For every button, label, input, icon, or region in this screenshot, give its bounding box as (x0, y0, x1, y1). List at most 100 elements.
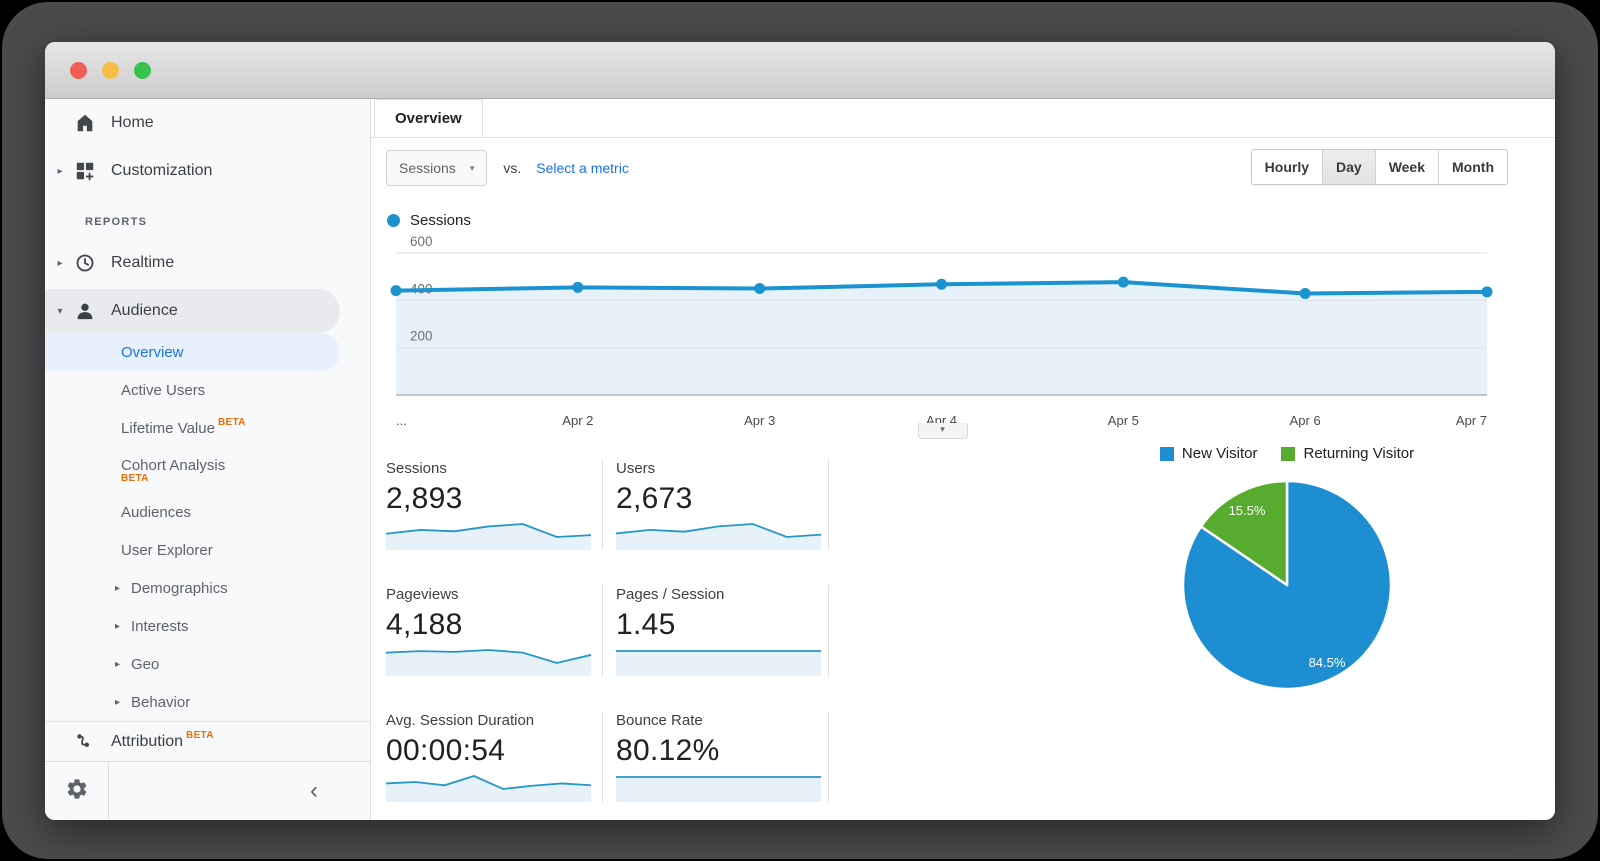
metric-label: Sessions (386, 460, 447, 477)
x-axis-label: Apr 5 (1107, 413, 1139, 428)
sidebar-item-behavior[interactable]: ▸ Behavior (45, 683, 370, 721)
data-point[interactable] (1481, 286, 1493, 298)
title-bar (45, 42, 1555, 99)
bounce-rate-sparkline (616, 776, 821, 802)
x-axis-label: Apr 3 (744, 413, 776, 428)
data-point[interactable] (936, 278, 947, 290)
sidebar-item-demographics[interactable]: ▸ Demographics (45, 569, 370, 607)
metric-label: Bounce Rate (616, 712, 703, 729)
expanded-caret-icon[interactable]: ▾ (57, 305, 63, 317)
metric-card-pageviews[interactable]: Pageviews 4,188 (386, 585, 603, 676)
metric-value: 80.12% (616, 734, 720, 767)
sidebar-item-label: Attribution (111, 732, 184, 750)
sidebar-item-lifetime-value[interactable]: Lifetime Value BETA (45, 409, 370, 447)
avg-session-duration-sparkline (386, 775, 591, 802)
returning-visitor-swatch-icon (1281, 446, 1296, 461)
sidebar-item-geo[interactable]: ▸ Geo (45, 645, 370, 683)
granularity-week-button[interactable]: Week (1374, 150, 1439, 184)
chart-legend: Sessions (387, 207, 1555, 233)
expand-caret-icon[interactable]: ▸ (57, 257, 63, 269)
visitor-type-chart: New Visitor Returning Visitor 15.5% 84.5… (1139, 445, 1435, 695)
sidebar-item-home[interactable]: Home (45, 99, 370, 147)
sessions-legend-dot-icon (387, 213, 400, 227)
x-axis-label: Apr 6 (1289, 413, 1321, 428)
vs-label: vs. (503, 160, 522, 176)
sidebar-item-interests[interactable]: ▸ Interests (45, 607, 370, 645)
beta-badge: BETA (217, 416, 246, 428)
expand-caret-icon[interactable]: ▸ (115, 658, 121, 670)
expand-caret-icon[interactable]: ▸ (115, 696, 121, 708)
sidebar-item-overview[interactable]: Overview (45, 333, 340, 371)
metric-card-sessions[interactable]: Sessions 2,893 (386, 459, 603, 550)
metric-label: Avg. Session Duration (386, 712, 535, 729)
metric-card-avg-session-duration[interactable]: Avg. Session Duration 00:00:54 (386, 711, 603, 802)
metric-card-bounce-rate[interactable]: Bounce Rate 80.12% (603, 711, 829, 802)
sidebar-item-user-explorer[interactable]: User Explorer (45, 531, 370, 569)
sidebar-item-customization[interactable]: ▸ Customization (45, 147, 370, 195)
beta-badge: BETA (121, 472, 149, 484)
expand-caret-icon[interactable]: ▸ (57, 165, 63, 177)
granularity-switcher: Hourly Day Week Month (1250, 149, 1508, 185)
home-icon (73, 112, 97, 134)
sidebar-footer: ‹ (45, 761, 370, 820)
metric-label: Pages / Session (616, 586, 725, 603)
collapse-chart-button[interactable]: ▾ (917, 423, 968, 439)
tab-strip: Overview (371, 99, 1555, 138)
sidebar-item-label: Realtime (111, 254, 175, 271)
zoom-window-button[interactable] (134, 62, 151, 79)
metric-label: Pageviews (386, 586, 459, 603)
sidebar-item-audiences[interactable]: Audiences (45, 493, 370, 531)
visitor-type-pie-chart[interactable]: 15.5% 84.5% (1177, 475, 1397, 695)
sidebar-item-realtime[interactable]: ▸ Realtime (45, 239, 370, 287)
pie-slice-value: 84.5% (1309, 655, 1346, 670)
data-point[interactable] (1299, 287, 1311, 299)
metric-card-pages-per-session[interactable]: Pages / Session 1.45 (603, 585, 829, 676)
window-body: Home ▸ Customization REPORTS ▸ (45, 99, 1555, 820)
metric-selector-dropdown[interactable]: Sessions ▾ (386, 150, 488, 186)
select-a-metric-link[interactable]: Select a metric (536, 160, 629, 176)
granularity-month-button[interactable]: Month (1438, 150, 1507, 184)
sidebar-item-label: Behavior (131, 693, 191, 711)
pie-slice[interactable] (1199, 479, 1289, 587)
expand-caret-icon[interactable]: ▸ (115, 620, 121, 632)
x-axis-label: Apr 2 (562, 413, 594, 428)
sidebar-item-label: Geo (131, 655, 160, 673)
attribution-squiggle-icon (73, 731, 97, 753)
data-point[interactable] (754, 283, 766, 294)
sidebar-item-audience[interactable]: ▾ Audience (45, 289, 340, 333)
sidebar-item-label: Cohort Analysis (121, 456, 226, 474)
reports-section-header: REPORTS (85, 216, 148, 228)
sidebar-item-label: User Explorer (121, 541, 213, 559)
sidebar-item-label: Interests (131, 617, 189, 635)
main-content: Overview Sessions ▾ vs. Select a metric … (371, 99, 1555, 820)
sidebar-item-attribution[interactable]: Attribution BETA (45, 721, 370, 761)
sidebar-item-cohort-analysis[interactable]: Cohort Analysis BETA (45, 447, 370, 493)
tab-overview[interactable]: Overview (374, 99, 483, 137)
data-point[interactable] (390, 285, 402, 297)
close-window-button[interactable] (70, 62, 87, 79)
metric-card-users[interactable]: Users 2,673 (603, 459, 829, 550)
data-point[interactable] (1117, 276, 1129, 288)
collapse-sidebar-icon[interactable]: ‹ (310, 777, 318, 804)
metric-value: 2,893 (386, 482, 463, 515)
y-axis-tick: 200 (410, 329, 432, 344)
metric-value: 2,673 (616, 482, 693, 515)
data-point[interactable] (572, 281, 584, 293)
sidebar-item-label: Lifetime Value (121, 419, 215, 437)
pie-slice-value: 15.5% (1229, 503, 1266, 518)
admin-gear-button[interactable] (45, 762, 109, 820)
pageviews-sparkline (386, 649, 591, 676)
pie-legend: New Visitor Returning Visitor (1139, 445, 1435, 462)
users-sparkline (616, 523, 821, 550)
sidebar-nav: Home ▸ Customization REPORTS ▸ (45, 99, 371, 820)
sidebar-item-active-users[interactable]: Active Users (45, 371, 370, 409)
chevron-down-icon: ▾ (469, 162, 475, 173)
granularity-hourly-button[interactable]: Hourly (1251, 150, 1322, 184)
legend-entry-new-visitor: New Visitor (1159, 445, 1257, 462)
person-icon (73, 300, 97, 322)
granularity-day-button[interactable]: Day (1322, 150, 1375, 184)
minimize-window-button[interactable] (102, 62, 119, 79)
expand-caret-icon[interactable]: ▸ (115, 582, 121, 594)
